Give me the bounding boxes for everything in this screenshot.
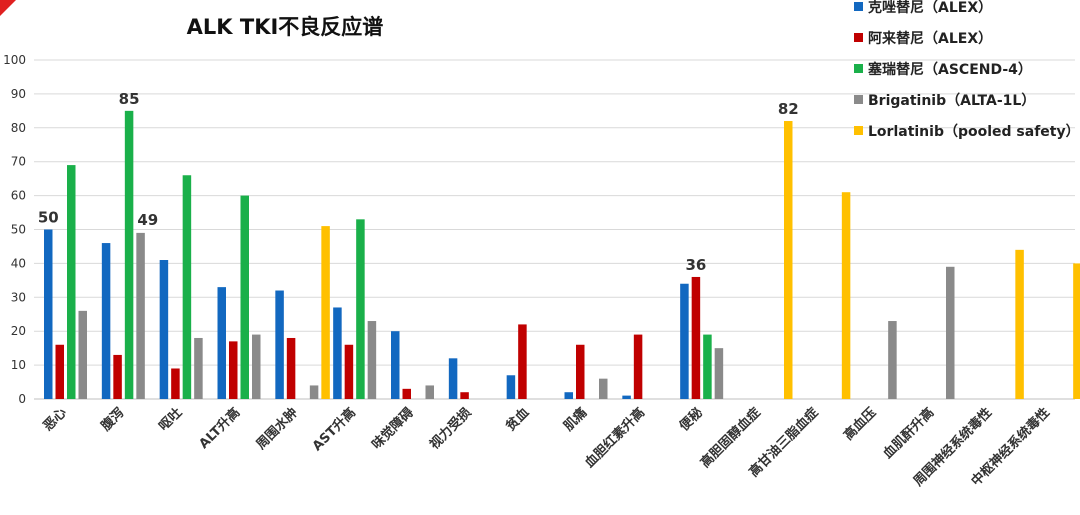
bar (680, 283, 689, 399)
y-tick-label: 70 (11, 155, 26, 169)
y-tick-label: 10 (11, 358, 26, 372)
bar (356, 219, 365, 399)
data-label: 50 (38, 209, 59, 227)
bar (564, 392, 573, 399)
legend-entry: Lorlatinib（pooled safety） (868, 124, 1080, 140)
bars (44, 110, 1080, 400)
x-tick-label: 呕吐 (156, 405, 186, 435)
legend-swatch (854, 2, 863, 11)
bar (460, 392, 469, 399)
y-axis: 0 10 20 30 40 50 60 70 80 90 100 (3, 53, 1075, 406)
legend-swatch (854, 95, 863, 104)
x-tick-label: 血肌酐升高 (880, 405, 937, 462)
bar (367, 321, 377, 399)
data-label: 49 (137, 211, 158, 229)
bar (159, 260, 169, 399)
bar (113, 354, 122, 399)
bar (841, 192, 851, 399)
bar (784, 121, 793, 400)
bar (217, 287, 226, 399)
bar (44, 229, 53, 399)
legend-entry: 阿来替尼（ALEX） (868, 30, 992, 47)
bar (136, 232, 145, 399)
y-tick-label: 20 (11, 324, 26, 338)
bar (691, 276, 701, 399)
legend-entry: 克唑替尼（ALEX） (868, 0, 992, 16)
bar (229, 341, 238, 399)
x-tick-label: 恶心 (41, 405, 70, 434)
legend-swatch (854, 33, 863, 42)
data-label: 82 (778, 100, 799, 118)
bar (309, 385, 319, 399)
y-tick-label: 100 (3, 53, 26, 67)
legend-entry: Brigatinib（ALTA-1L） (868, 93, 1035, 109)
legend-swatch (854, 64, 863, 73)
x-tick-label: 高胆固醇血症 (697, 405, 763, 471)
x-tick-label: 肌痛 (561, 405, 591, 435)
bar (888, 321, 897, 399)
x-tick-label: ALT升高 (196, 405, 243, 452)
x-tick-label: 高血压 (841, 405, 880, 444)
legend-swatch (854, 126, 863, 135)
legend-entry: 塞瑞替尼（ASCEND-4） (868, 61, 1032, 78)
bar (576, 344, 585, 399)
x-tick-label: 贫血 (503, 405, 533, 435)
bar (182, 175, 192, 399)
y-tick-label: 90 (11, 87, 26, 101)
y-tick-label: 40 (11, 256, 26, 270)
data-label: 36 (685, 256, 706, 274)
bar (171, 368, 180, 399)
y-tick-label: 0 (18, 392, 26, 406)
bar (703, 334, 712, 399)
x-tick-label: 血胆红素升高 (582, 405, 648, 471)
bar (275, 290, 284, 399)
bar (344, 344, 354, 399)
bar (1015, 249, 1024, 399)
bar (124, 110, 134, 399)
y-tick-label: 80 (11, 121, 26, 135)
x-tick-label: 便秘 (676, 405, 706, 435)
bar (252, 334, 261, 399)
bar (333, 307, 342, 399)
bar (714, 348, 724, 399)
bar (1073, 263, 1080, 399)
bar (448, 358, 458, 399)
red-corner-decoration (0, 0, 16, 16)
bar (391, 331, 400, 399)
bar (55, 344, 64, 399)
bar (425, 385, 434, 399)
bar (101, 243, 111, 399)
bar (194, 337, 203, 399)
data-labels: 50 85 49 36 82 (38, 90, 799, 274)
bar (286, 337, 296, 399)
x-tick-label: 味觉障碍 (369, 405, 417, 453)
bar (240, 195, 249, 399)
x-tick-label: 视力受损 (426, 405, 474, 453)
bar (599, 378, 608, 399)
bar (78, 310, 87, 399)
data-label: 85 (119, 90, 140, 108)
legend: 克唑替尼（ALEX） 阿来替尼（ALEX） 塞瑞替尼（ASCEND-4） Brigat… (854, 0, 1080, 140)
x-tick-label: 周围水肿 (253, 405, 301, 453)
bar (402, 388, 411, 399)
bar (946, 266, 955, 399)
bar (321, 226, 330, 399)
bar (622, 395, 631, 399)
bar (518, 324, 527, 399)
x-tick-label: AST升高 (309, 405, 359, 455)
bar (67, 165, 76, 399)
y-tick-label: 60 (11, 189, 26, 203)
bar (506, 375, 516, 399)
y-tick-label: 30 (11, 290, 26, 304)
chart-title: ALK TKI不良反应谱 (187, 15, 384, 39)
y-tick-label: 50 (11, 223, 26, 237)
x-tick-label: 腹泻 (98, 405, 128, 435)
bar (633, 334, 643, 399)
